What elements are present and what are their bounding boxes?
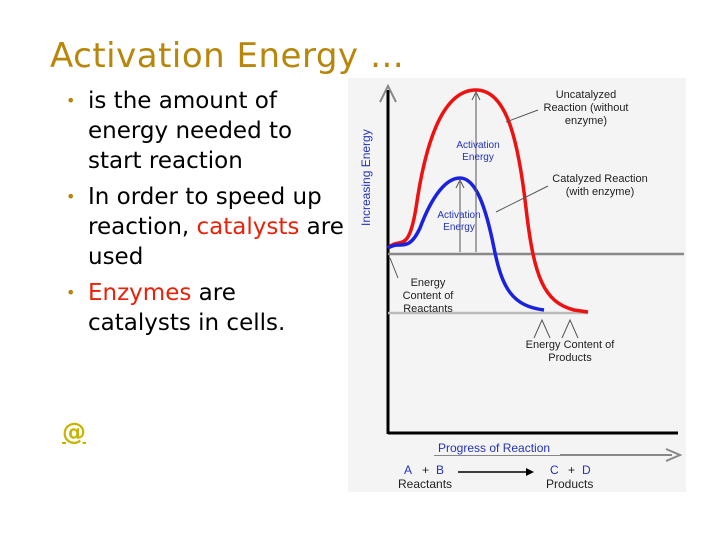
y-axis-label: Increasing Energy: [359, 129, 373, 226]
uncatalyzed-label: Uncatalyzed Reaction (without enzyme): [544, 89, 629, 127]
bullet-highlight-enzymes: Enzymes: [88, 280, 192, 306]
bullet-item: • In order to speed up reaction, catalys…: [60, 182, 345, 272]
activation-label-line: Activation: [456, 140, 499, 151]
arrowhead-icon: [471, 90, 481, 101]
catalyzed-label: Catalyzed Reaction (with enzyme): [552, 173, 647, 198]
arrowhead-icon: [455, 178, 465, 189]
equation-b: B: [436, 463, 444, 477]
equation-d: D: [582, 463, 591, 477]
activation-label-line: Activation: [437, 210, 480, 221]
uncatalyzed-label-line: enzyme): [565, 115, 607, 127]
uncatalyzed-label-line: Reaction (without: [544, 102, 629, 114]
bullet-dot-icon: •: [66, 91, 76, 110]
products-label-line: Products: [548, 352, 592, 364]
slide-title: Activation Energy …: [50, 36, 405, 76]
equation-c: C: [550, 463, 559, 477]
bullet-text: are used: [88, 214, 344, 270]
products-label-line: Energy Content of: [526, 339, 616, 351]
reactants-label-line: Reactants: [403, 303, 453, 315]
activation-energy-catalyzed-label: Activation Energy: [437, 210, 480, 233]
pointer-catalyzed: [495, 185, 549, 213]
bullet-text: are catalysts in cells.: [88, 280, 286, 336]
y-axis-arrowhead-icon: [379, 83, 397, 103]
equation-plus: +: [422, 463, 429, 477]
x-axis-label: Progress of Reaction: [438, 441, 550, 455]
bullet-text: In order to speed up reaction,: [88, 184, 322, 240]
bullet-dot-icon: •: [66, 283, 76, 302]
uncatalyzed-curve: [386, 88, 589, 314]
energy-diagram: Increasing Energy Uncatalyzed Reaction (…: [348, 78, 686, 492]
bullet-item: • is the amount of energy needed to star…: [60, 86, 345, 176]
equation-plus: +: [568, 463, 575, 477]
bullet-text: is the amount of energy needed to start …: [88, 88, 293, 174]
catalyzed-label-line: (with enzyme): [566, 186, 634, 198]
reactants-label-line: Energy: [411, 277, 446, 289]
activation-label-line: Energy: [462, 152, 494, 163]
equation-a: A: [404, 463, 412, 477]
pointer-uncatalyzed: [505, 109, 539, 123]
catalyzed-curve: [387, 176, 545, 312]
pointer-products-icon: [533, 318, 551, 339]
pointer-products-icon: [561, 318, 579, 339]
at-link[interactable]: @: [62, 418, 86, 446]
energy-diagram-svg: Increasing Energy Uncatalyzed Reaction (…: [348, 78, 686, 492]
bullet-highlight-catalysts: catalysts: [196, 214, 300, 240]
catalyzed-label-line: Catalyzed Reaction: [552, 173, 647, 185]
equation-products: Products: [546, 477, 593, 491]
progress-label-bg: [434, 439, 560, 455]
bullet-item: • Enzymes are catalysts in cells.: [60, 278, 345, 338]
products-energy-label: Energy Content of Products: [526, 339, 616, 364]
progress-arrowhead-icon: [665, 448, 683, 462]
reactants-label-line: Content of: [403, 290, 455, 302]
bullet-list: • is the amount of energy needed to star…: [60, 86, 345, 344]
equation-arrowhead-icon: [526, 468, 534, 476]
activation-label-line: Energy: [443, 222, 475, 233]
uncatalyzed-label-line: Uncatalyzed: [556, 89, 617, 101]
diagram-panel: [348, 78, 686, 492]
reactants-energy-label: Energy Content of Reactants: [403, 277, 455, 315]
activation-energy-uncatalyzed-label: Activation Energy: [456, 140, 499, 163]
equation-reactants: Reactants: [398, 477, 452, 491]
bullet-dot-icon: •: [66, 187, 76, 206]
pointer-reactants: [389, 257, 399, 279]
